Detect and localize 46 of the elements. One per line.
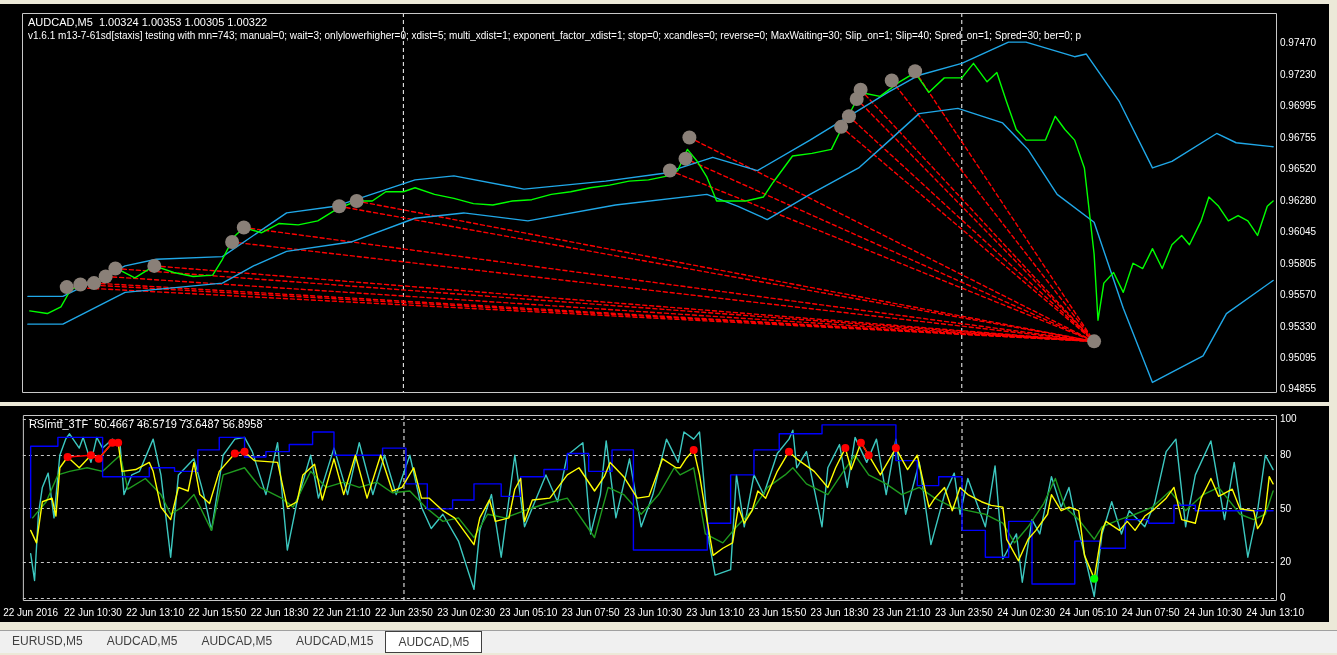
x-tick-label: 23 Jun 23:50 bbox=[935, 606, 994, 618]
x-tick-label: 23 Jun 18:30 bbox=[810, 606, 869, 618]
x-tick-label: 23 Jun 02:30 bbox=[437, 606, 496, 618]
text: EURUSD,M5 bbox=[11, 633, 84, 650]
y-tick-label: 0.95330 bbox=[1280, 320, 1317, 332]
x-tick-label: 23 Jun 05:10 bbox=[499, 606, 558, 618]
x-tick-label: 24 Jun 05:10 bbox=[1059, 606, 1118, 618]
x-tick-label: 22 Jun 13:10 bbox=[126, 606, 185, 618]
text: AUDCAD,M5 bbox=[105, 633, 179, 650]
text: v1.6.1 m13-7-61sd[staxis] testing with mn=743; manual=0; wait=3; onlylowerhigher=0; xdist=5; multi_xdist=1; exponent_factor_xdist=1; stop=0; xcandles=0; reverse=0; MaxWaiting=30; Slip_on=1; Slip=40; Spred_on=1; Spred=30; ber=0; p bbox=[28, 29, 1082, 41]
y-tick-label: 0.97230 bbox=[1280, 68, 1317, 80]
y-tick-label: 0.96520 bbox=[1280, 162, 1317, 174]
x-tick-label: 22 Jun 10:30 bbox=[63, 606, 123, 618]
x-tick-label: 24 Jun 10:30 bbox=[1183, 606, 1243, 618]
text: AUDCAD,M5 bbox=[385, 631, 483, 653]
chart-title: RSImtf_3TF 50.4667 46.5719 73.6487 56.8958 bbox=[28, 417, 263, 430]
y-tick-label: 0.94855 bbox=[1280, 383, 1317, 395]
chart-title: AUDCAD,M5 1.00324 1.00353 1.00305 1.00322 bbox=[28, 15, 268, 28]
y-tick-label: 0 bbox=[1280, 592, 1286, 604]
x-tick-label: 24 Jun 07:50 bbox=[1121, 606, 1180, 618]
y-tick-label: 0.96755 bbox=[1280, 131, 1317, 143]
x-tick-label: 23 Jun 10:30 bbox=[623, 606, 683, 618]
y-tick-label: 0.95805 bbox=[1280, 257, 1317, 269]
y-tick-label: 80 bbox=[1280, 448, 1292, 460]
x-tick-label: 23 Jun 07:50 bbox=[561, 606, 620, 618]
x-tick-label: 22 Jun 2016 bbox=[3, 606, 59, 618]
x-tick-label: 22 Jun 15:50 bbox=[188, 606, 247, 618]
y-tick-label: 100 bbox=[1280, 413, 1298, 425]
x-tick-label: 24 Jun 13:10 bbox=[1246, 606, 1305, 618]
x-tick-label: 24 Jun 02:30 bbox=[997, 606, 1056, 618]
x-tick-label: 22 Jun 23:50 bbox=[375, 606, 434, 618]
x-tick-label: 22 Jun 18:30 bbox=[250, 606, 309, 618]
x-tick-label: 23 Jun 15:50 bbox=[748, 606, 807, 618]
y-tick-label: 0.96995 bbox=[1280, 100, 1317, 112]
y-tick-label: 0.95095 bbox=[1280, 351, 1317, 363]
y-tick-label: 0.96280 bbox=[1280, 194, 1317, 206]
x-tick-label: 23 Jun 13:10 bbox=[686, 606, 745, 618]
x-tick-label: 22 Jun 21:10 bbox=[312, 606, 372, 618]
y-tick-label: 0.96045 bbox=[1280, 225, 1317, 237]
text: AUDCAD,M15 bbox=[295, 633, 375, 650]
x-tick-label: 23 Jun 21:10 bbox=[872, 606, 932, 618]
y-tick-label: 0.97470 bbox=[1280, 37, 1317, 49]
text: AUDCAD,M5 bbox=[200, 633, 274, 650]
y-tick-label: 0.95570 bbox=[1280, 288, 1317, 300]
y-tick-label: 50 bbox=[1280, 502, 1292, 514]
y-tick-label: 20 bbox=[1280, 556, 1292, 568]
